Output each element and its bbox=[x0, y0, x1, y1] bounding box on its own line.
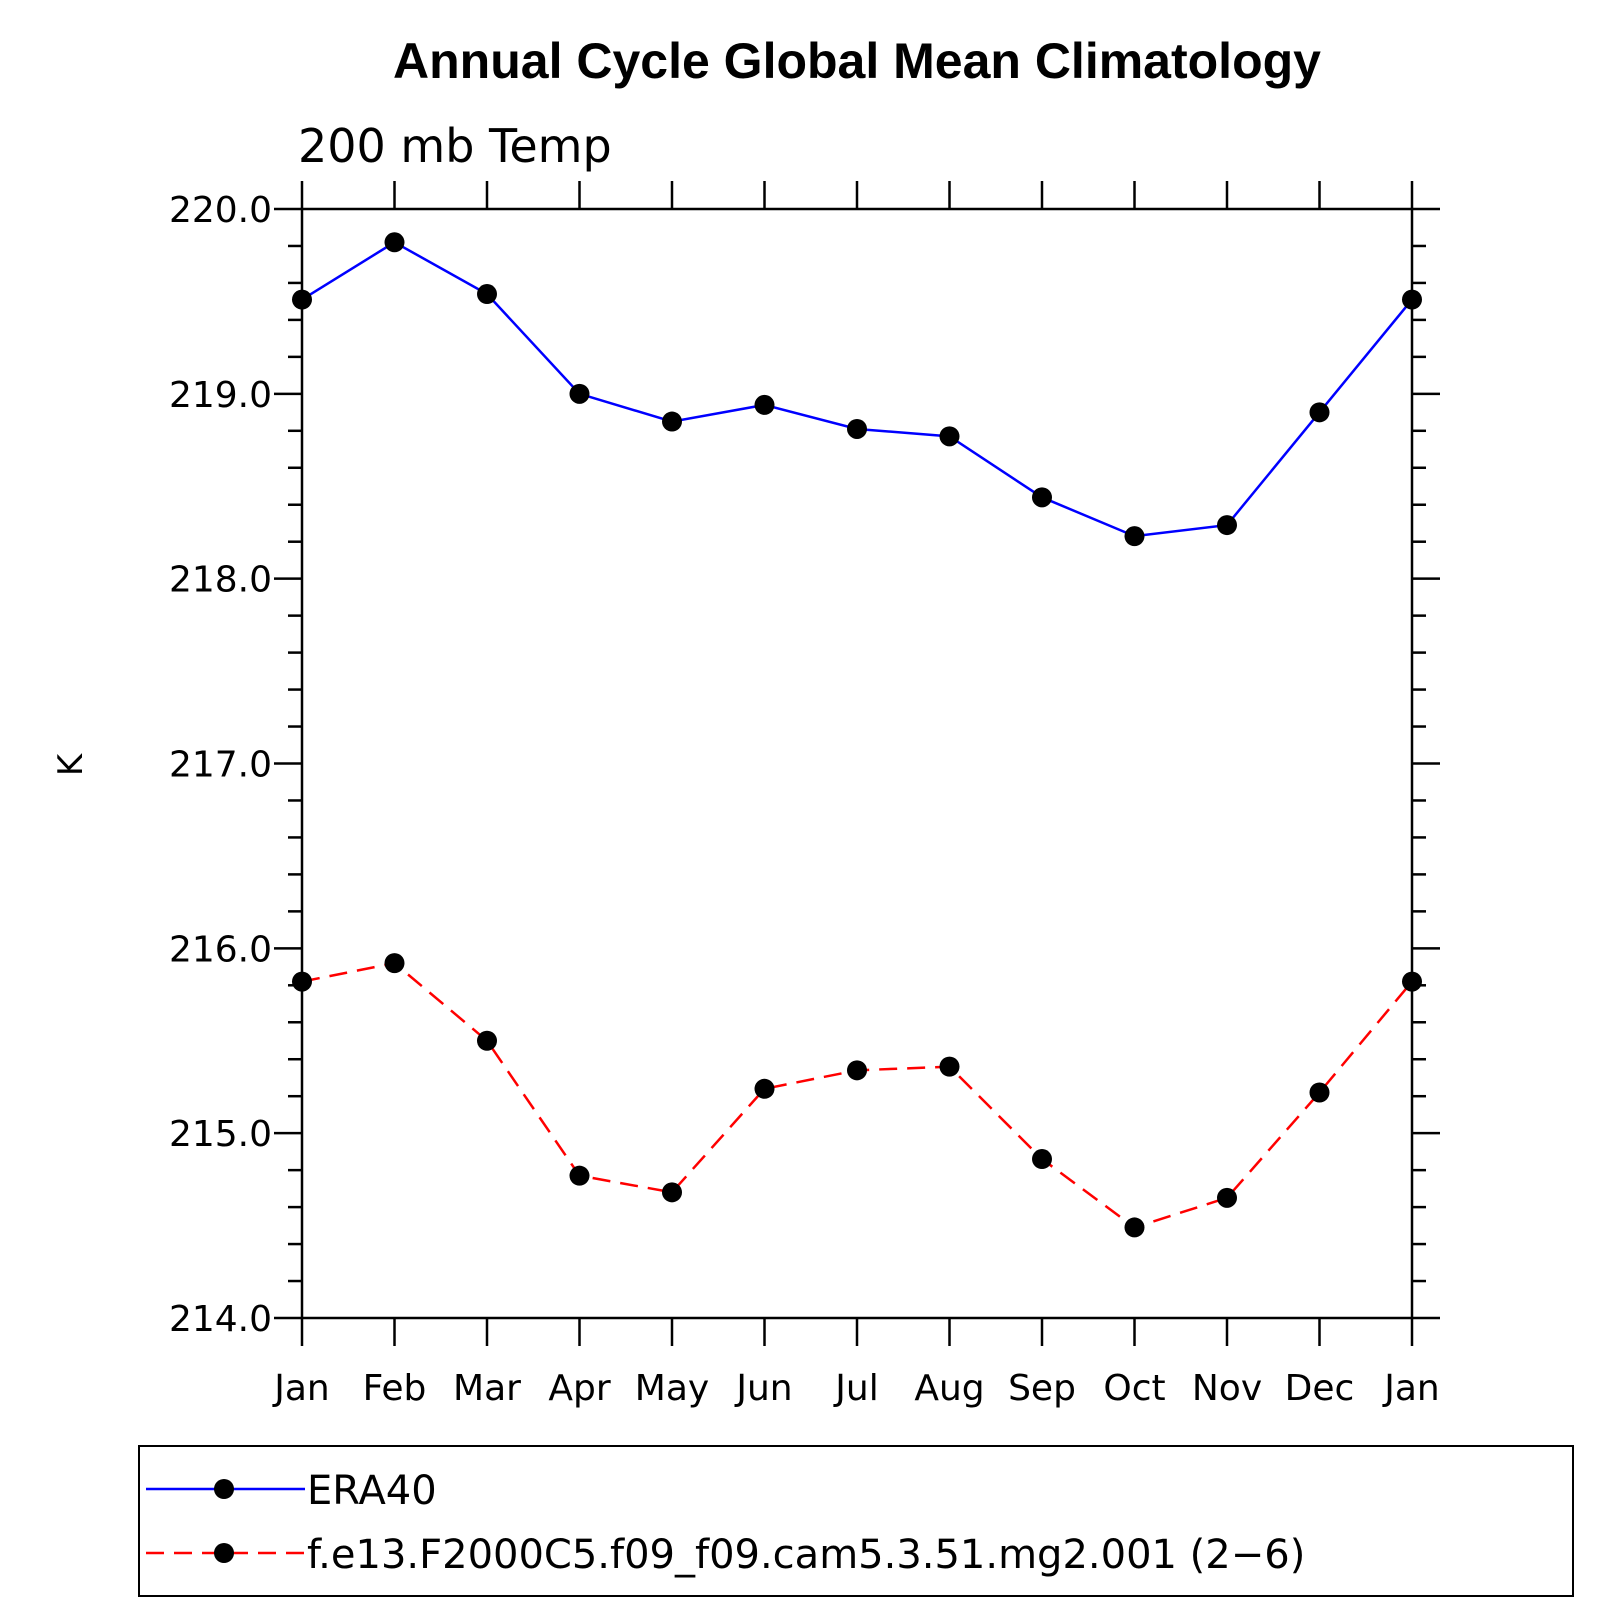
data-point bbox=[847, 1060, 867, 1081]
data-point bbox=[384, 953, 405, 974]
y-tick-label: 218.0 bbox=[169, 560, 272, 601]
data-point bbox=[939, 426, 960, 447]
data-point bbox=[754, 1078, 775, 1099]
y-tick-label: 219.0 bbox=[169, 375, 272, 416]
y-tick-label: 214.0 bbox=[169, 1299, 272, 1340]
x-tick-label: Nov bbox=[1192, 1368, 1262, 1409]
legend-box bbox=[138, 1445, 1574, 1597]
data-point bbox=[1124, 526, 1145, 547]
legend-marker bbox=[214, 1543, 234, 1563]
x-axis: Jan Feb Mar Apr May Jun Jul Aug Sep Oct Nov Dec Jan bbox=[272, 181, 1440, 1409]
x-tick-label: Jul bbox=[833, 1368, 878, 1409]
x-tick-label: Jun bbox=[734, 1368, 792, 1409]
y-axis-label: K bbox=[51, 752, 91, 776]
chart-subtitle: 200 mb Temp bbox=[298, 119, 612, 173]
data-point bbox=[569, 1165, 590, 1186]
data-point bbox=[1309, 1082, 1330, 1103]
x-tick-label: Aug bbox=[914, 1368, 984, 1409]
series-1 bbox=[292, 232, 1422, 547]
x-tick-label: May bbox=[635, 1368, 709, 1409]
legend-label: ERA40 bbox=[307, 1468, 437, 1514]
y-tick-label: 220.0 bbox=[169, 190, 272, 231]
plot-frame bbox=[300, 207, 1414, 1320]
data-point bbox=[1217, 515, 1237, 536]
x-tick-label: Mar bbox=[453, 1368, 521, 1409]
data-point bbox=[939, 1056, 960, 1077]
data-point bbox=[292, 289, 312, 310]
data-point bbox=[1217, 1187, 1237, 1208]
data-point bbox=[477, 1030, 497, 1051]
data-point bbox=[477, 284, 497, 305]
x-tick-label: Jan bbox=[272, 1368, 330, 1409]
data-point bbox=[1402, 289, 1422, 310]
data-point bbox=[384, 232, 405, 253]
x-tick-label: Jan bbox=[1382, 1368, 1440, 1409]
y-tick-label: 216.0 bbox=[169, 929, 272, 970]
data-point bbox=[1124, 1217, 1145, 1238]
data-point bbox=[754, 394, 775, 415]
data-point bbox=[1032, 487, 1052, 508]
data-point bbox=[292, 971, 312, 992]
data-point bbox=[1402, 971, 1422, 992]
plot-border bbox=[300, 207, 1414, 1320]
data-point bbox=[1309, 402, 1330, 423]
legend-label: f.e13.F2000C5.f09_f09.cam5.3.51.mg2.001 … bbox=[307, 1532, 1305, 1578]
x-tick-label: Oct bbox=[1103, 1368, 1165, 1409]
series-2 bbox=[292, 953, 1422, 1238]
x-tick-label: Dec bbox=[1285, 1368, 1355, 1409]
chart-title: Annual Cycle Global Mean Climatology bbox=[393, 33, 1321, 89]
data-point bbox=[662, 411, 682, 432]
series-layer bbox=[292, 232, 1422, 1238]
data-point bbox=[847, 418, 867, 439]
legend-marker bbox=[214, 1479, 234, 1499]
y-tick-label: 217.0 bbox=[169, 745, 272, 786]
x-tick-label: Sep bbox=[1008, 1368, 1076, 1409]
x-tick-label: Apr bbox=[548, 1368, 610, 1409]
y-axis: 214.0 215.0 216.0 217.0 218.0 219.0 220.0 bbox=[169, 190, 1440, 1340]
data-point bbox=[662, 1182, 682, 1203]
series-line bbox=[301, 240, 1413, 538]
legend: ERA40 f.e13.F2000C5.f09_f09.cam5.3.51.mg2… bbox=[138, 1445, 1574, 1597]
data-point bbox=[1032, 1149, 1052, 1170]
data-point bbox=[569, 383, 590, 404]
y-tick-label: 215.0 bbox=[169, 1114, 272, 1155]
series-line bbox=[301, 961, 1413, 1229]
x-tick-label: Feb bbox=[363, 1368, 427, 1409]
